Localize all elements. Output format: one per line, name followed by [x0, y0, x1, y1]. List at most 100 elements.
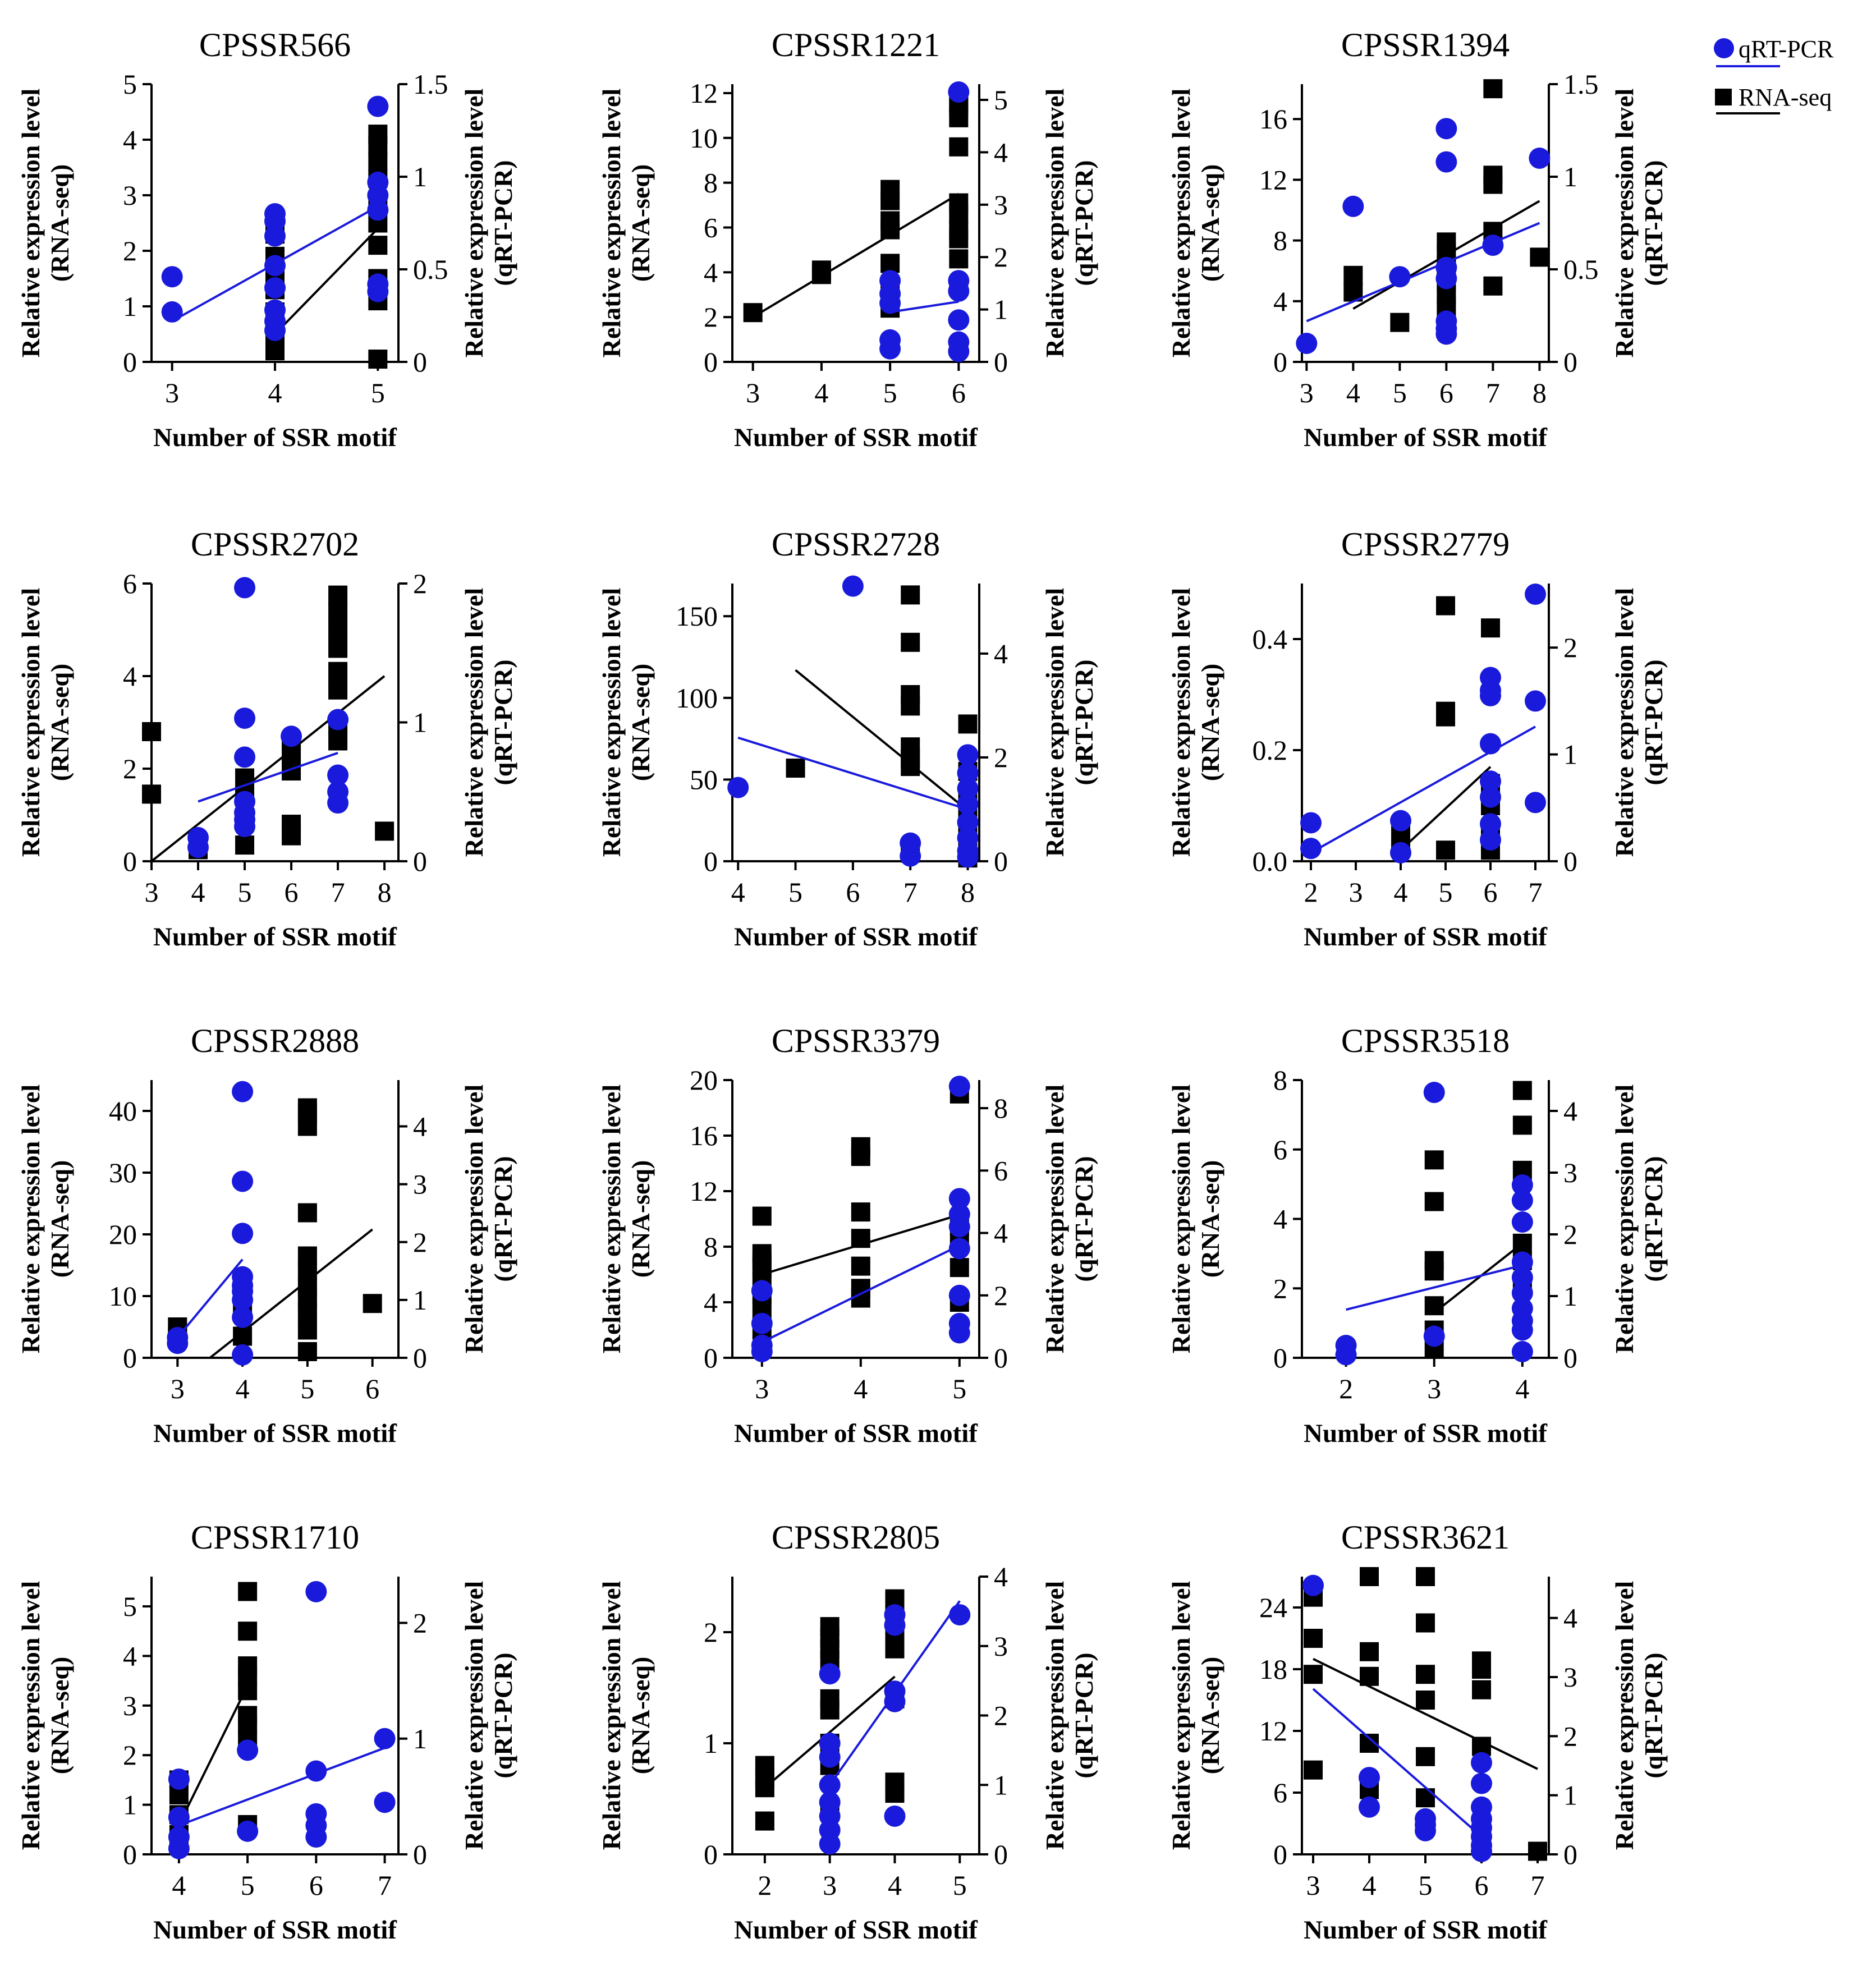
y-right-tick-label: 1.5 — [413, 68, 448, 100]
x-axis-label: Number of SSR motif — [1304, 1916, 1548, 1945]
y-left-tick-label: 4 — [704, 1287, 718, 1318]
x-tick-label: 7 — [1531, 1869, 1545, 1901]
rna-seq-point — [1530, 247, 1549, 267]
y-left-label-line: Relative expression level — [597, 588, 626, 857]
y-left-axis-label: Relative expression level (RNA-seq) — [16, 588, 74, 857]
rna-seq-point — [297, 1098, 317, 1118]
qrt-pcr-fit-line — [178, 1747, 386, 1827]
qrt-pcr-point — [948, 1284, 970, 1306]
y-left-tick-label: 4 — [1273, 286, 1287, 317]
qrt-pcr-point — [1435, 118, 1457, 140]
rna-seq-point — [297, 1203, 317, 1223]
y-right-tick-label: 4 — [994, 638, 1008, 669]
rna-seq-point — [375, 821, 395, 841]
y-left-tick-label: 2 — [704, 301, 718, 333]
qrt-pcr-point — [281, 725, 302, 747]
qrt-pcr-point — [819, 1663, 841, 1685]
y-right-label-line: Relative expression level — [1610, 1581, 1639, 1850]
y-left-tick-label: 4 — [123, 1640, 137, 1671]
rna-seq-point — [901, 685, 920, 704]
qrt-pcr-point — [374, 1728, 396, 1749]
y-left-tick-label: 3 — [123, 1690, 137, 1721]
y-left-tick-label: 20 — [109, 1219, 137, 1250]
qrt-pcr-point — [168, 1826, 190, 1848]
qrt-pcr-point — [819, 1792, 841, 1813]
x-axis-label: Number of SSR motif — [153, 922, 397, 952]
qrt-pcr-point — [948, 1204, 970, 1225]
y-right-tick-label: 2 — [994, 241, 1008, 273]
y-right-label-line: (qRT-PCR) — [1070, 659, 1098, 785]
rna-seq-point — [297, 1320, 317, 1340]
y-right-axis-label: Relative expression level (qRT-PCR) — [1610, 588, 1668, 857]
y-right-label-line: Relative expression level — [1040, 1581, 1069, 1850]
qrt-pcr-point — [264, 225, 286, 247]
x-tick-label: 6 — [1475, 1869, 1489, 1901]
qrt-pcr-point — [957, 811, 979, 833]
y-right-label-line: Relative expression level — [1610, 89, 1639, 358]
y-left-tick-label: 2 — [1273, 1273, 1287, 1304]
y-left-tick-label: 0 — [1273, 346, 1287, 378]
rna-seq-point — [1416, 1613, 1435, 1633]
y-right-tick-label: 1 — [994, 1769, 1008, 1800]
rna-seq-point — [1472, 1651, 1491, 1671]
chart-panel-cpssr2728: CPSSR2728 0 50 100 150 0 2 4 4 5 6 7 8 Number of SSR … — [597, 526, 1098, 952]
qrt-pcr-point — [751, 1280, 773, 1302]
rna-seq-point — [368, 350, 388, 369]
y-left-tick-label: 4 — [123, 660, 137, 692]
rna-seq-point — [820, 1617, 840, 1637]
y-right-axis-label: Relative expression level (qRT-PCR) — [1610, 1085, 1668, 1354]
qrt-pcr-point — [948, 81, 970, 103]
x-tick-label: 5 — [1439, 876, 1453, 908]
rna-seq-point — [949, 137, 969, 157]
qrt-pcr-fit-line — [1310, 725, 1536, 854]
qrt-pcr-point — [1423, 1325, 1445, 1347]
y-right-tick-label: 2 — [413, 1227, 427, 1258]
x-tick-label: 8 — [961, 876, 975, 908]
y-right-label-line: Relative expression level — [460, 1085, 488, 1354]
qrt-pcr-point — [948, 331, 970, 353]
y-right-label-line: (qRT-PCR) — [1070, 1156, 1098, 1281]
x-tick-label: 5 — [883, 377, 897, 408]
y-left-tick-label: 24 — [1259, 1592, 1287, 1623]
qrt-pcr-point — [1435, 151, 1457, 173]
rna-seq-point — [1343, 265, 1363, 285]
y-left-axis-label: Relative expression level (RNA-seq) — [16, 89, 74, 358]
qrt-pcr-point — [1471, 1796, 1492, 1818]
y-left-axis-label: Relative expression level (RNA-seq) — [1167, 1581, 1224, 1850]
y-left-axis-label: Relative expression level (RNA-seq) — [597, 1085, 655, 1354]
x-axis-label: Number of SSR motif — [153, 1419, 397, 1448]
qrt-pcr-point — [879, 329, 901, 351]
y-right-tick-label: 0 — [994, 346, 1008, 378]
rna-seq-point — [265, 341, 285, 361]
y-left-label-line: (RNA-seq) — [626, 664, 655, 782]
rna-seq-point — [238, 1582, 258, 1601]
x-tick-label: 6 — [952, 377, 966, 408]
chart-title: CPSSR566 — [199, 26, 351, 63]
y-left-tick-label: 16 — [1259, 103, 1287, 135]
y-left-tick-label: 0 — [704, 1839, 718, 1870]
chart-panel-cpssr2888: CPSSR2888 0 10 20 30 40 0 1 2 3 4 3 4 5 6 Number of SSR… — [16, 1022, 517, 1448]
rna-seq-point — [1416, 1788, 1435, 1808]
y-left-tick-label: 0 — [704, 346, 718, 378]
qrt-pcr-point — [305, 1581, 327, 1602]
chart-title: CPSSR2728 — [772, 526, 940, 563]
y-left-tick-label: 6 — [123, 568, 137, 599]
rna-seq-point — [885, 1639, 905, 1659]
y-left-axis-label: Relative expression level (RNA-seq) — [597, 1581, 655, 1850]
x-tick-label: 8 — [1533, 377, 1547, 408]
qrt-pcr-point — [1359, 1767, 1380, 1789]
x-tick-label: 7 — [903, 876, 918, 908]
chart-title: CPSSR1221 — [772, 26, 940, 63]
x-tick-label: 6 — [1484, 876, 1498, 908]
qrt-pcr-point — [842, 575, 864, 597]
qrt-pcr-point — [1511, 1251, 1533, 1273]
legend-rna-label: RNA-seq — [1739, 84, 1832, 111]
x-tick-label: 6 — [309, 1869, 323, 1901]
y-right-label-line: Relative expression level — [460, 588, 488, 857]
qrt-pcr-point — [1423, 1082, 1445, 1103]
qrt-pcr-point — [1480, 770, 1501, 792]
chart-title: CPSSR2702 — [191, 526, 359, 563]
y-left-axis-label: Relative expression level (RNA-seq) — [597, 588, 655, 857]
qrt-pcr-point — [1525, 690, 1546, 712]
